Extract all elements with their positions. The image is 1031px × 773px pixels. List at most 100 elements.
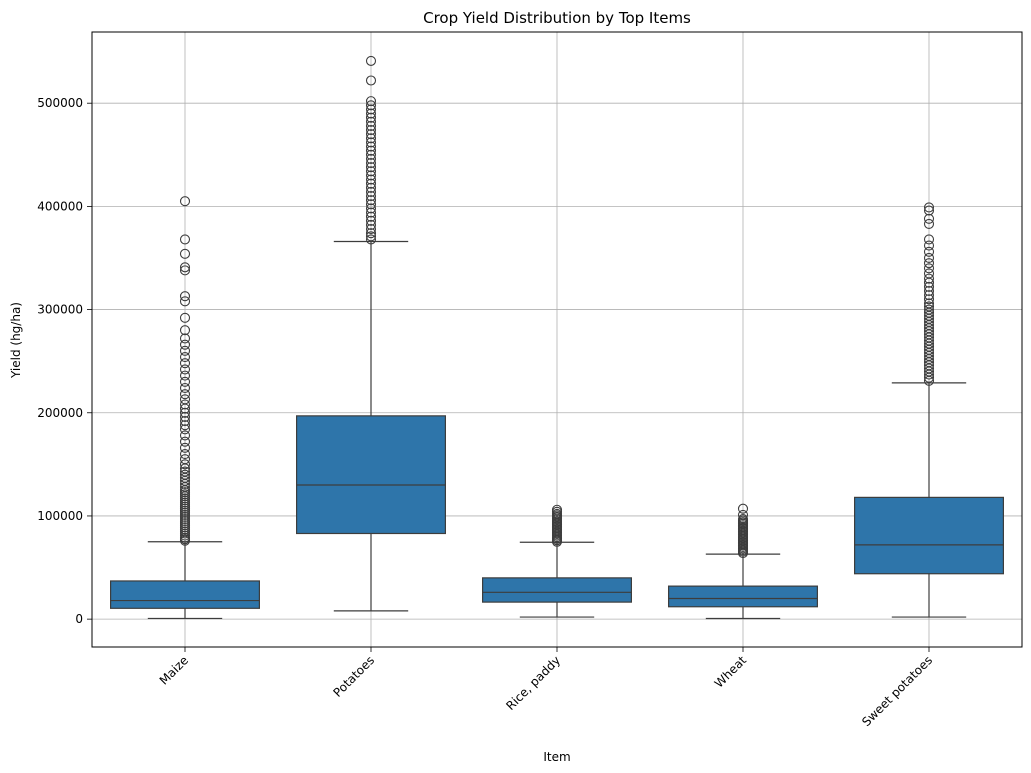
y-axis-ticks: 0 100000 200000 300000 400000 500000 [37, 96, 92, 626]
iqr-box [109, 580, 261, 609]
y-axis-label: Yield (hg/ha) [9, 302, 23, 379]
outlier-point [923, 234, 935, 245]
outlier-point [179, 248, 191, 259]
outlier-point [179, 389, 191, 400]
outlier-point [365, 104, 377, 115]
outlier-point [365, 224, 377, 235]
outlier-point [179, 469, 191, 480]
y-tick-label: 500000 [37, 96, 83, 110]
outlier-point [365, 120, 377, 131]
outlier-point [365, 162, 377, 173]
outlier-point [923, 213, 935, 224]
x-tick-label: Rice, paddy [503, 653, 563, 713]
outlier-point [923, 301, 935, 312]
x-tick-label: Maize [157, 653, 191, 687]
outlier-point [365, 100, 377, 111]
outlier-point [179, 364, 191, 375]
outlier-point [179, 196, 191, 207]
box-group [667, 503, 818, 620]
outlier-point [365, 96, 377, 107]
outlier-point [365, 182, 377, 193]
boxes-layer [109, 55, 1004, 620]
outlier-point [179, 296, 191, 307]
outlier-point [179, 312, 191, 323]
outlier-point [179, 345, 191, 356]
outlier-point [179, 234, 191, 245]
iqr-box [667, 585, 818, 608]
outlier-point [365, 149, 377, 160]
box-group [109, 196, 261, 620]
outlier-point [923, 298, 935, 309]
outlier-point [179, 415, 191, 427]
outlier-point [179, 333, 191, 344]
outlier-point [179, 265, 191, 276]
outlier-point [365, 108, 377, 119]
outlier-point [179, 420, 191, 431]
outlier-point [365, 215, 377, 226]
outlier-point [179, 407, 191, 418]
outlier-point [365, 186, 377, 197]
outlier-point [923, 304, 935, 315]
outlier-point [365, 170, 377, 181]
iqr-box [482, 577, 633, 603]
outlier-point [365, 129, 377, 140]
outlier-point [923, 202, 935, 213]
outlier-point [179, 424, 191, 435]
outlier-point [551, 504, 563, 515]
x-tick-label: Wheat [712, 653, 750, 691]
y-tick-label: 100000 [37, 509, 83, 523]
outlier-point [923, 294, 935, 305]
x-axis-label: Item [543, 750, 570, 764]
chart-title: Crop Yield Distribution by Top Items [423, 9, 691, 27]
outlier-point [179, 442, 191, 453]
outlier-point [365, 211, 377, 222]
y-tick-label: 0 [75, 612, 83, 626]
x-axis-ticks: Maize Potatoes Rice, paddy Wheat Sweet potat… [157, 647, 935, 729]
outlier-point [365, 75, 377, 86]
outlier-point [365, 203, 377, 214]
outlier-point [179, 399, 191, 410]
outlier-point [365, 191, 377, 202]
outlier-point [923, 268, 935, 279]
outlier-point [365, 116, 377, 127]
outlier-point [179, 430, 191, 441]
outlier-point [179, 436, 191, 447]
outlier-point [365, 234, 377, 245]
iqr-box [296, 415, 447, 535]
outlier-point [179, 325, 191, 336]
outlier-point [365, 55, 377, 66]
outlier-point [365, 199, 377, 210]
outlier-point [365, 207, 377, 218]
outlier-point [179, 459, 191, 470]
outlier-point [179, 466, 191, 477]
x-tick-label: Potatoes [331, 653, 378, 700]
iqr-box [853, 496, 1004, 575]
outlier-point [365, 166, 377, 177]
outlier-point [923, 205, 935, 216]
outlier-point [179, 351, 191, 363]
outlier-point [365, 141, 377, 152]
outlier-point [923, 290, 935, 301]
outlier-point [923, 246, 935, 257]
outlier-point [737, 509, 749, 520]
outlier-point [179, 376, 191, 387]
box-group [296, 55, 447, 612]
box-group [482, 504, 633, 618]
outlier-point [923, 218, 935, 229]
outlier-point [365, 124, 377, 136]
outlier-point [179, 382, 191, 394]
outlier-point [923, 281, 935, 292]
y-tick-label: 400000 [37, 199, 83, 213]
outlier-point [365, 112, 377, 123]
outlier-point [923, 252, 935, 264]
outlier-point [179, 262, 191, 273]
outlier-point [365, 157, 377, 169]
outlier-point [179, 291, 191, 302]
outlier-point [365, 195, 377, 206]
outlier-point [923, 258, 935, 269]
outlier-point [365, 228, 377, 239]
outlier-point [179, 358, 191, 369]
box-group [853, 202, 1004, 618]
outlier-point [365, 133, 377, 144]
